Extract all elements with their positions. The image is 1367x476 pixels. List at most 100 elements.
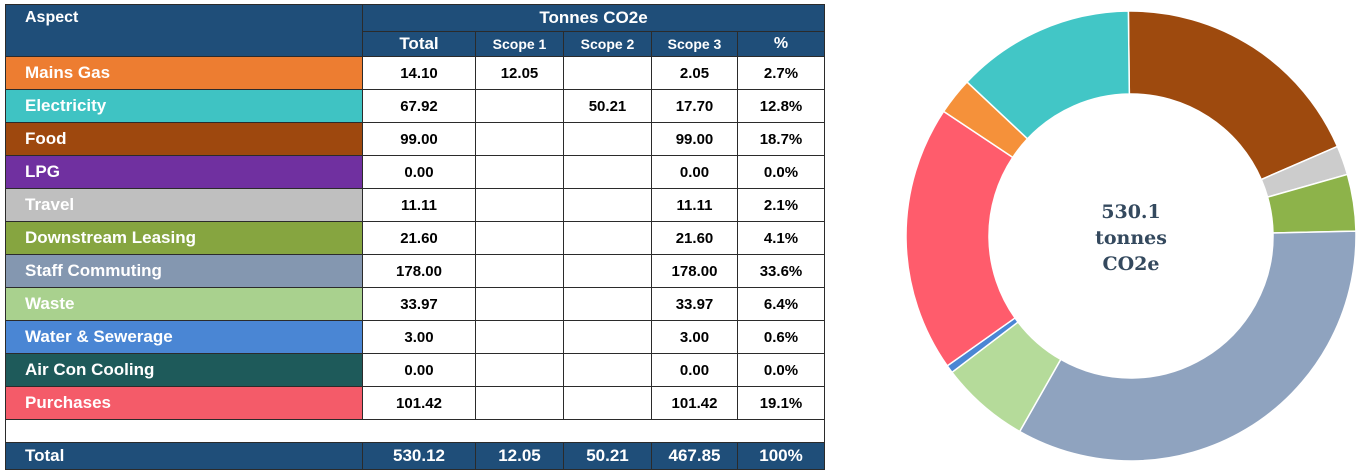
table-row: Food 99.00 99.00 18.7% [5, 122, 825, 156]
scope3-cell: 21.60 [651, 221, 738, 255]
total-cell: 11.11 [362, 188, 476, 222]
donut-slice-electricity [965, 10, 1131, 140]
scope2-cell [563, 188, 652, 222]
aspect-label: Electricity [5, 89, 363, 123]
aspect-label: Travel [5, 188, 363, 222]
emissions-donut-chart: 530.1 tonnes CO2e [905, 10, 1357, 462]
percent-cell: 12.8% [737, 89, 825, 123]
total-cell: 99.00 [362, 122, 476, 156]
aspect-label: LPG [5, 155, 363, 189]
table-row: Water & Sewerage 3.00 3.00 0.6% [5, 320, 825, 354]
column-header-scope3: Scope 3 [651, 31, 738, 57]
percent-cell: 4.1% [737, 221, 825, 255]
scope3-cell: 0.00 [651, 155, 738, 189]
total-cell: 0.00 [362, 353, 476, 387]
scope1-cell [475, 353, 564, 387]
percent-cell: 0.0% [737, 353, 825, 387]
aspect-label: Water & Sewerage [5, 320, 363, 354]
aspect-header: Aspect [5, 4, 363, 57]
table-row: LPG 0.00 0.00 0.0% [5, 155, 825, 189]
column-header-total: Total [362, 31, 476, 57]
total-row: Total 530.12 12.05 50.21 467.85 100% [5, 442, 825, 470]
grand-total-cell: 530.12 [362, 442, 476, 470]
total-cell: 67.92 [362, 89, 476, 123]
column-header-percent: % [737, 31, 825, 57]
table-row: Staff Commuting 178.00 178.00 33.6% [5, 254, 825, 288]
percent-cell: 33.6% [737, 254, 825, 288]
aspect-label: Mains Gas [5, 56, 363, 90]
scope1-cell [475, 386, 564, 420]
scope2-cell [563, 353, 652, 387]
spacer-row [5, 419, 825, 443]
scope2-cell [563, 386, 652, 420]
scope3-cell: 101.42 [651, 386, 738, 420]
scope1-cell [475, 89, 564, 123]
aspect-label: Purchases [5, 386, 363, 420]
scope2-cell [563, 254, 652, 288]
column-header-scope1: Scope 1 [475, 31, 564, 57]
scope2-cell [563, 155, 652, 189]
percent-cell: 18.7% [737, 122, 825, 156]
scope1-cell [475, 221, 564, 255]
scope3-cell: 17.70 [651, 89, 738, 123]
scope1-total-cell: 12.05 [475, 442, 564, 470]
scope3-cell: 11.11 [651, 188, 738, 222]
scope1-cell [475, 188, 564, 222]
total-cell: 178.00 [362, 254, 476, 288]
donut-slice-purchases [905, 110, 1017, 367]
percent-cell: 2.1% [737, 188, 825, 222]
scope1-cell [475, 287, 564, 321]
aspect-label: Food [5, 122, 363, 156]
center-label-unit: tonnes [1095, 227, 1167, 249]
total-cell: 14.10 [362, 56, 476, 90]
total-cell: 3.00 [362, 320, 476, 354]
spacer-cell [5, 419, 825, 443]
emissions-table: Aspect Tonnes CO2e Total Scope 1 Scope 2… [5, 4, 825, 470]
total-cell: 33.97 [362, 287, 476, 321]
aspect-label: Staff Commuting [5, 254, 363, 288]
table-row: Downstream Leasing 21.60 21.60 4.1% [5, 221, 825, 255]
scope2-cell [563, 320, 652, 354]
donut-slice-food [1127, 10, 1339, 181]
scope3-cell: 2.05 [651, 56, 738, 90]
scope3-cell: 3.00 [651, 320, 738, 354]
total-label: Total [5, 442, 363, 470]
table-row: Waste 33.97 33.97 6.4% [5, 287, 825, 321]
total-cell: 0.00 [362, 155, 476, 189]
percent-cell: 0.6% [737, 320, 825, 354]
table-row: Purchases 101.42 101.42 19.1% [5, 386, 825, 420]
table-row: Air Con Cooling 0.00 0.00 0.0% [5, 353, 825, 387]
table-row: Mains Gas 14.10 12.05 2.05 2.7% [5, 56, 825, 90]
aspect-label: Air Con Cooling [5, 353, 363, 387]
column-header-scope2: Scope 2 [563, 31, 652, 57]
total-cell: 21.60 [362, 221, 476, 255]
scope2-cell [563, 56, 652, 90]
percent-cell: 19.1% [737, 386, 825, 420]
percent-cell: 6.4% [737, 287, 825, 321]
scope1-cell: 12.05 [475, 56, 564, 90]
aspect-label: Waste [5, 287, 363, 321]
center-label-gas: CO2e [1103, 253, 1160, 275]
total-cell: 101.42 [362, 386, 476, 420]
scope1-cell [475, 254, 564, 288]
scope1-cell [475, 155, 564, 189]
scope2-cell [563, 122, 652, 156]
scope2-total-cell: 50.21 [563, 442, 652, 470]
scope2-cell [563, 221, 652, 255]
donut-slices [905, 10, 1357, 462]
scope3-total-cell: 467.85 [651, 442, 738, 470]
donut-slice-staff-commuting [1018, 230, 1357, 462]
scope3-cell: 178.00 [651, 254, 738, 288]
table-row: Travel 11.11 11.11 2.1% [5, 188, 825, 222]
scope3-cell: 0.00 [651, 353, 738, 387]
scope3-cell: 99.00 [651, 122, 738, 156]
scope2-cell: 50.21 [563, 89, 652, 123]
tonnes-co2e-header: Tonnes CO2e [362, 4, 825, 32]
scope3-cell: 33.97 [651, 287, 738, 321]
percent-cell: 0.0% [737, 155, 825, 189]
table-row: Electricity 67.92 50.21 17.70 12.8% [5, 89, 825, 123]
aspect-label: Downstream Leasing [5, 221, 363, 255]
scope2-cell [563, 287, 652, 321]
percent-total-cell: 100% [737, 442, 825, 470]
percent-cell: 2.7% [737, 56, 825, 90]
